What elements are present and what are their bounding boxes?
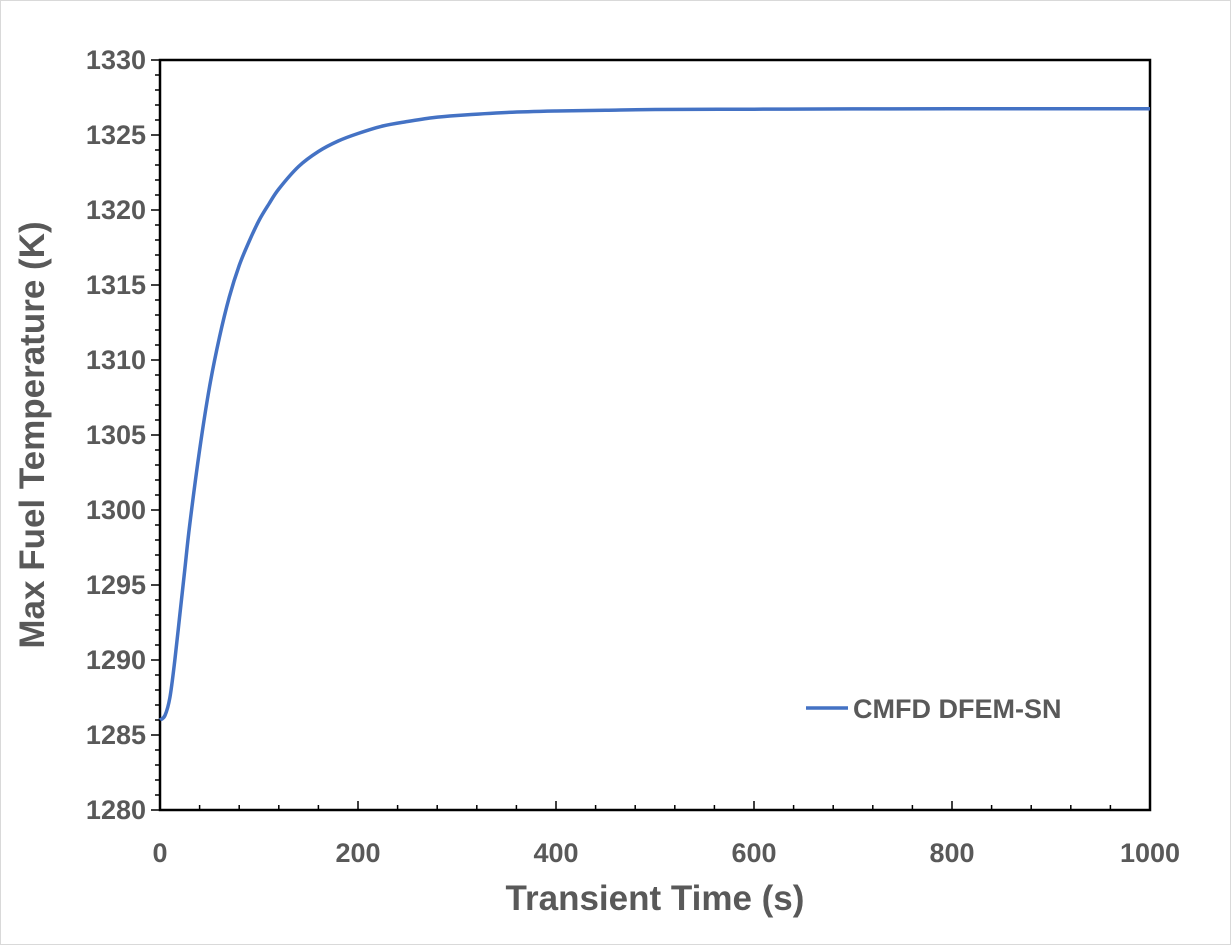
- y-tick-label: 1280: [86, 795, 146, 825]
- y-tick-label: 1290: [86, 645, 146, 675]
- y-tick-label: 1320: [86, 195, 146, 225]
- y-axis-title: Max Fuel Temperature (K): [13, 221, 52, 648]
- x-tick-label: 200: [335, 838, 380, 868]
- y-tick-label: 1285: [86, 720, 146, 750]
- legend: CMFD DFEM-SN: [806, 694, 1061, 724]
- y-tick-label: 1295: [86, 570, 146, 600]
- legend-label: CMFD DFEM-SN: [853, 694, 1061, 724]
- x-tick-label: 600: [731, 838, 776, 868]
- x-tick-labels: 0 200 400 600 800 1000: [152, 838, 1180, 868]
- y-tick-labels: 1280 1285 1290 1295 1300 1305 1310 1315 1320 1325…: [86, 45, 146, 825]
- series-line: [158, 106, 1150, 722]
- y-axis-ticks: [151, 59, 160, 811]
- y-tick-label: 1305: [86, 420, 146, 450]
- x-axis-ticks: [159, 801, 1151, 810]
- x-tick-label: 0: [152, 838, 167, 868]
- y-tick-label: 1325: [86, 120, 146, 150]
- y-tick-label: 1300: [86, 495, 146, 525]
- series-layer: [158, 106, 1150, 722]
- y-tick-label: 1310: [86, 345, 146, 375]
- plot-area: [158, 58, 1152, 812]
- y-tick-label: 1315: [86, 270, 146, 300]
- x-tick-label: 1000: [1120, 838, 1180, 868]
- x-tick-label: 800: [929, 838, 974, 868]
- y-tick-label: 1330: [86, 45, 146, 75]
- x-tick-label: 400: [533, 838, 578, 868]
- x-axis-title: Transient Time (s): [506, 879, 805, 918]
